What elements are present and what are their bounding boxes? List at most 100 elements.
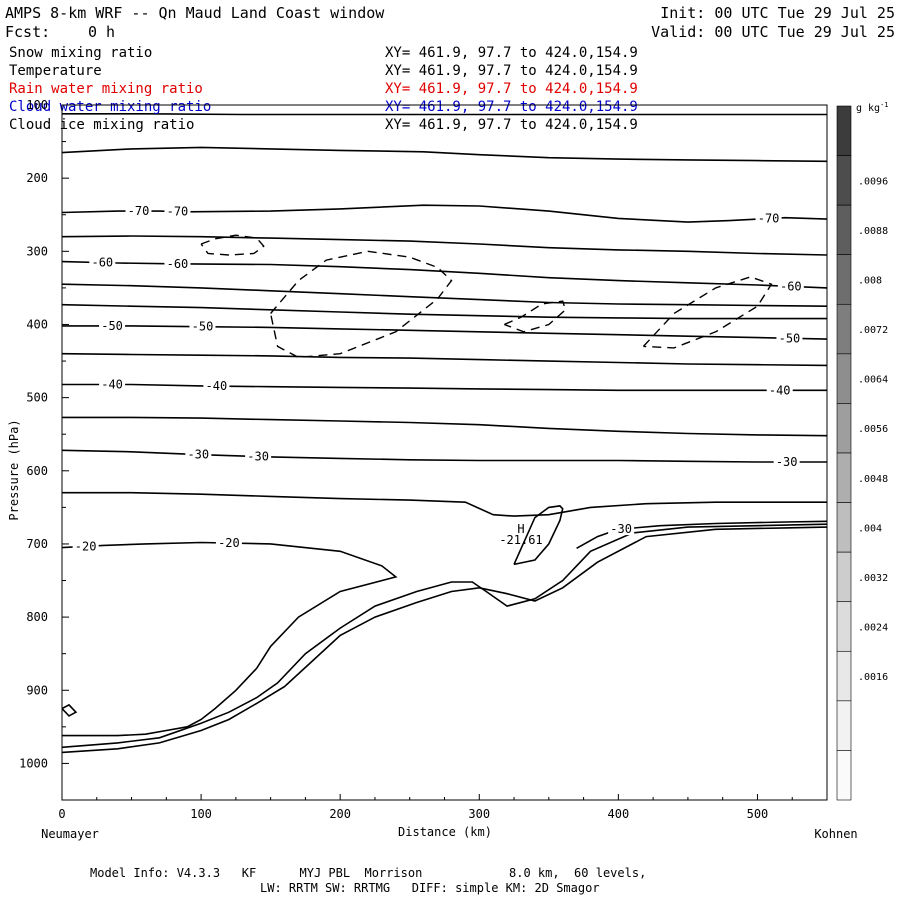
contour-label-14-0: -30 bbox=[610, 522, 632, 536]
annotations: H-21.61 bbox=[499, 522, 542, 547]
field-xy-0: XY= 461.9, 97.7 to 424.0,154.9 bbox=[385, 45, 638, 61]
colorbar-segment-11 bbox=[836, 650, 852, 702]
y-tick-label-6: 700 bbox=[26, 537, 48, 551]
y-axis: 100 200 300 400 500 600 700 800 900 1000 bbox=[19, 98, 69, 801]
colorbar-segment-3 bbox=[836, 254, 852, 305]
contour-label-bg bbox=[776, 331, 803, 345]
field-name-0: Snow mixing ratio bbox=[9, 45, 152, 61]
colorbar-tick-1: .0088 bbox=[858, 226, 888, 237]
contour-label-4-0: -60 bbox=[91, 256, 113, 270]
contour-label-4-2: -60 bbox=[780, 279, 802, 293]
y-tick-label-2: 300 bbox=[26, 244, 48, 258]
forecast-hour: 0 h bbox=[88, 23, 115, 41]
valid-time: Valid: 00 UTC Tue 29 Jul 25 bbox=[651, 23, 895, 41]
y-tick-label-1: 200 bbox=[26, 171, 48, 185]
contour-label-bg bbox=[773, 455, 800, 469]
temperature-contour-8 bbox=[61, 352, 828, 367]
colorbar-tick-2: .008 bbox=[858, 276, 882, 287]
x-tick-label-0: 0 bbox=[58, 807, 65, 821]
y-axis-label: Pressure (hPa) bbox=[7, 419, 21, 520]
colorbar-tick-7: .004 bbox=[858, 523, 882, 534]
x-tick-label-1: 100 bbox=[190, 807, 212, 821]
temperature-contour-2 bbox=[61, 204, 828, 223]
temperature-contour-0 bbox=[62, 113, 827, 116]
contour-label-4-1: -60 bbox=[167, 257, 189, 271]
colorbar-segment-1 bbox=[836, 155, 852, 206]
model-physics: LW: RRTM SW: RRTMG DIFF: simple KM: 2D S… bbox=[260, 881, 600, 895]
temperature-contour-12 bbox=[62, 491, 827, 517]
colorbar-tick-8: .0032 bbox=[858, 573, 888, 584]
contour-label-bg bbox=[185, 447, 212, 461]
field-name-3: Cloud water mixing ratio bbox=[9, 99, 211, 115]
field-name-1: Temperature bbox=[9, 63, 102, 79]
contour-label-11-1: -30 bbox=[247, 449, 269, 463]
field-xy-4: XY= 461.9, 97.7 to 424.0,154.9 bbox=[385, 117, 638, 133]
contour-label-bg bbox=[99, 318, 126, 332]
contour-label-bg bbox=[164, 256, 191, 270]
ice-contour-3 bbox=[642, 276, 773, 349]
field-name-4: Cloud ice mixing ratio bbox=[9, 117, 194, 133]
terrain-contours bbox=[61, 523, 828, 754]
annotation-0: H bbox=[517, 522, 524, 536]
colorbar-tick-5: .0056 bbox=[858, 424, 888, 435]
y-tick-label-5: 600 bbox=[26, 464, 48, 478]
colorbar-segment-13 bbox=[836, 750, 852, 801]
contour-label-11-0: -30 bbox=[187, 448, 209, 462]
terrain-contour-0 bbox=[61, 523, 828, 749]
colorbar-segment-9 bbox=[836, 551, 852, 603]
terrain-contour-1 bbox=[61, 526, 828, 754]
contour-label-bg bbox=[72, 539, 99, 553]
contour-label-bg bbox=[766, 383, 793, 397]
contour-label-7-1: -50 bbox=[192, 320, 214, 334]
contour-label-bg bbox=[164, 204, 191, 218]
contour-label-13-1: -20 bbox=[218, 536, 240, 550]
contour-label-bg bbox=[245, 449, 272, 463]
model-info: Model Info: V4.3.3 KF MYJ PBL Morrison 8… bbox=[90, 866, 646, 880]
ice-contour-1 bbox=[269, 250, 453, 359]
colorbar-unit: g kg-1 bbox=[856, 101, 889, 114]
y-tick-label-9: 1000 bbox=[19, 756, 48, 770]
temperature-contour-4 bbox=[61, 260, 828, 289]
contour-label-bg bbox=[89, 255, 116, 269]
x-axis-label: Distance (km) bbox=[398, 825, 492, 839]
temperature-contour-10 bbox=[62, 416, 828, 437]
x-tick-label-2: 200 bbox=[329, 807, 351, 821]
field-xy-1: XY= 461.9, 97.7 to 424.0,154.9 bbox=[385, 63, 638, 79]
forecast-label: Fcst: bbox=[5, 23, 50, 41]
colorbar: .0096 .0088 .008 .0072 .0064 .0056 .0048 .004 .0… bbox=[836, 105, 888, 801]
contour-label-7-0: -50 bbox=[101, 319, 123, 333]
colorbar-tick-10: .0016 bbox=[858, 672, 888, 683]
contour-label-2-2: -70 bbox=[758, 212, 780, 226]
y-tick-label-8: 900 bbox=[26, 683, 48, 697]
colorbar-segment-8 bbox=[836, 502, 852, 553]
colorbar-segment-2 bbox=[836, 204, 852, 256]
temperature-contour-5 bbox=[61, 283, 828, 307]
colorbar-tick-3: .0072 bbox=[858, 325, 888, 336]
contour-label-13-0: -20 bbox=[75, 539, 97, 553]
colorbar-segment-7 bbox=[836, 452, 852, 503]
x-axis: 0 100 200 300 400 500 bbox=[58, 794, 828, 821]
contour-label-bg bbox=[203, 379, 230, 393]
colorbar-segment-5 bbox=[836, 353, 852, 404]
contour-label-bg bbox=[125, 204, 152, 218]
temperature-contour-6 bbox=[61, 303, 827, 320]
contour-label-9-0: -40 bbox=[101, 377, 123, 391]
contour-label-9-1: -40 bbox=[206, 379, 228, 393]
field-xy-3: XY= 461.9, 97.7 to 424.0,154.9 bbox=[385, 99, 638, 115]
contour-label-2-0: -70 bbox=[128, 204, 150, 218]
contour-label-bg bbox=[777, 279, 804, 293]
x-tick-label-3: 300 bbox=[468, 807, 490, 821]
colorbar-tick-4: .0064 bbox=[858, 375, 888, 386]
contour-labels: -70 -70 -70 -60 -60 -60 -50 -50 -50 -40 -40 -40 -30 -… bbox=[72, 204, 804, 553]
contour-label-9-2: -40 bbox=[769, 383, 791, 397]
field-legend: Snow mixing ratio XY= 461.9, 97.7 to 424.… bbox=[9, 45, 638, 133]
y-tick-label-7: 800 bbox=[26, 610, 48, 624]
ice-contour-0 bbox=[200, 234, 265, 256]
contour-label-bg bbox=[755, 211, 782, 225]
y-tick-label-3: 400 bbox=[26, 317, 48, 331]
ice-mixing-ratio-contours bbox=[200, 234, 773, 359]
colorbar-tick-9: .0024 bbox=[858, 623, 888, 634]
x-tick-label-5: 500 bbox=[747, 807, 769, 821]
terrain-contour-2 bbox=[61, 703, 78, 717]
